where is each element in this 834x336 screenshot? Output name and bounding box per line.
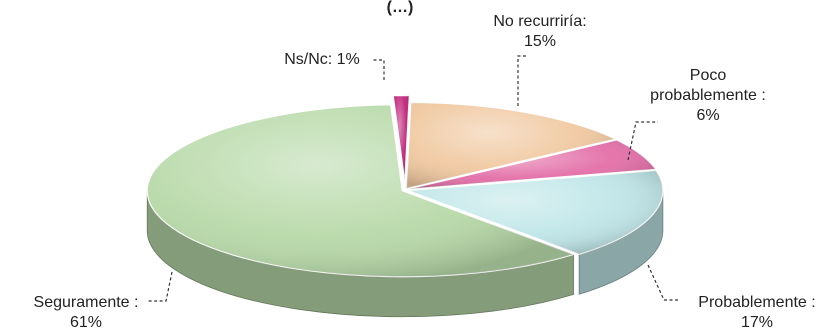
leader-line-ns-nc <box>372 59 385 80</box>
slice-gloss-ns-nc <box>393 95 410 182</box>
slice-gloss-poco-probablemente <box>407 139 656 190</box>
slice-label-probablemente: Probablemente : 17% <box>698 294 815 331</box>
slice-gloss-seguramente <box>147 104 574 277</box>
slice-labels: No recurriría: 15% Poco probablemente : 6% Pr… <box>34 13 816 331</box>
slice-label-line: Poco <box>690 67 727 84</box>
chart-title-fragment: (…) <box>387 0 414 16</box>
slice-label-line: 6% <box>696 107 719 124</box>
slice-gloss-no-recurriria <box>406 102 616 189</box>
slice-label-line: No recurriría: <box>493 13 586 30</box>
leader-line-poco-probablemente <box>627 121 658 161</box>
slice-label-line: 61% <box>70 314 102 331</box>
pie-top <box>146 95 664 278</box>
leader-line-probablemente <box>647 264 680 301</box>
slice-label-line: Probablemente : <box>698 294 815 311</box>
slice-label-line: probablemente : <box>650 87 766 104</box>
slice-label-seguramente: Seguramente : 61% <box>34 294 139 331</box>
slice-gloss-probablemente <box>407 170 663 255</box>
slice-label-no-recurriria: No recurriría: 15% <box>493 13 586 50</box>
leader-lines <box>148 55 680 302</box>
slice-label-line: Ns/Nc: 1% <box>284 51 360 68</box>
leader-line-seguramente <box>148 271 173 302</box>
slice-label-ns-nc: Ns/Nc: 1% <box>284 51 360 68</box>
slice-label-line: 15% <box>524 33 556 50</box>
leader-line-no-recurriria <box>517 55 528 106</box>
slice-label-line: 17% <box>741 314 773 331</box>
slice-label-line: Seguramente : <box>34 294 139 311</box>
slice-label-poco-probablemente: Poco probablemente : 6% <box>650 67 766 124</box>
